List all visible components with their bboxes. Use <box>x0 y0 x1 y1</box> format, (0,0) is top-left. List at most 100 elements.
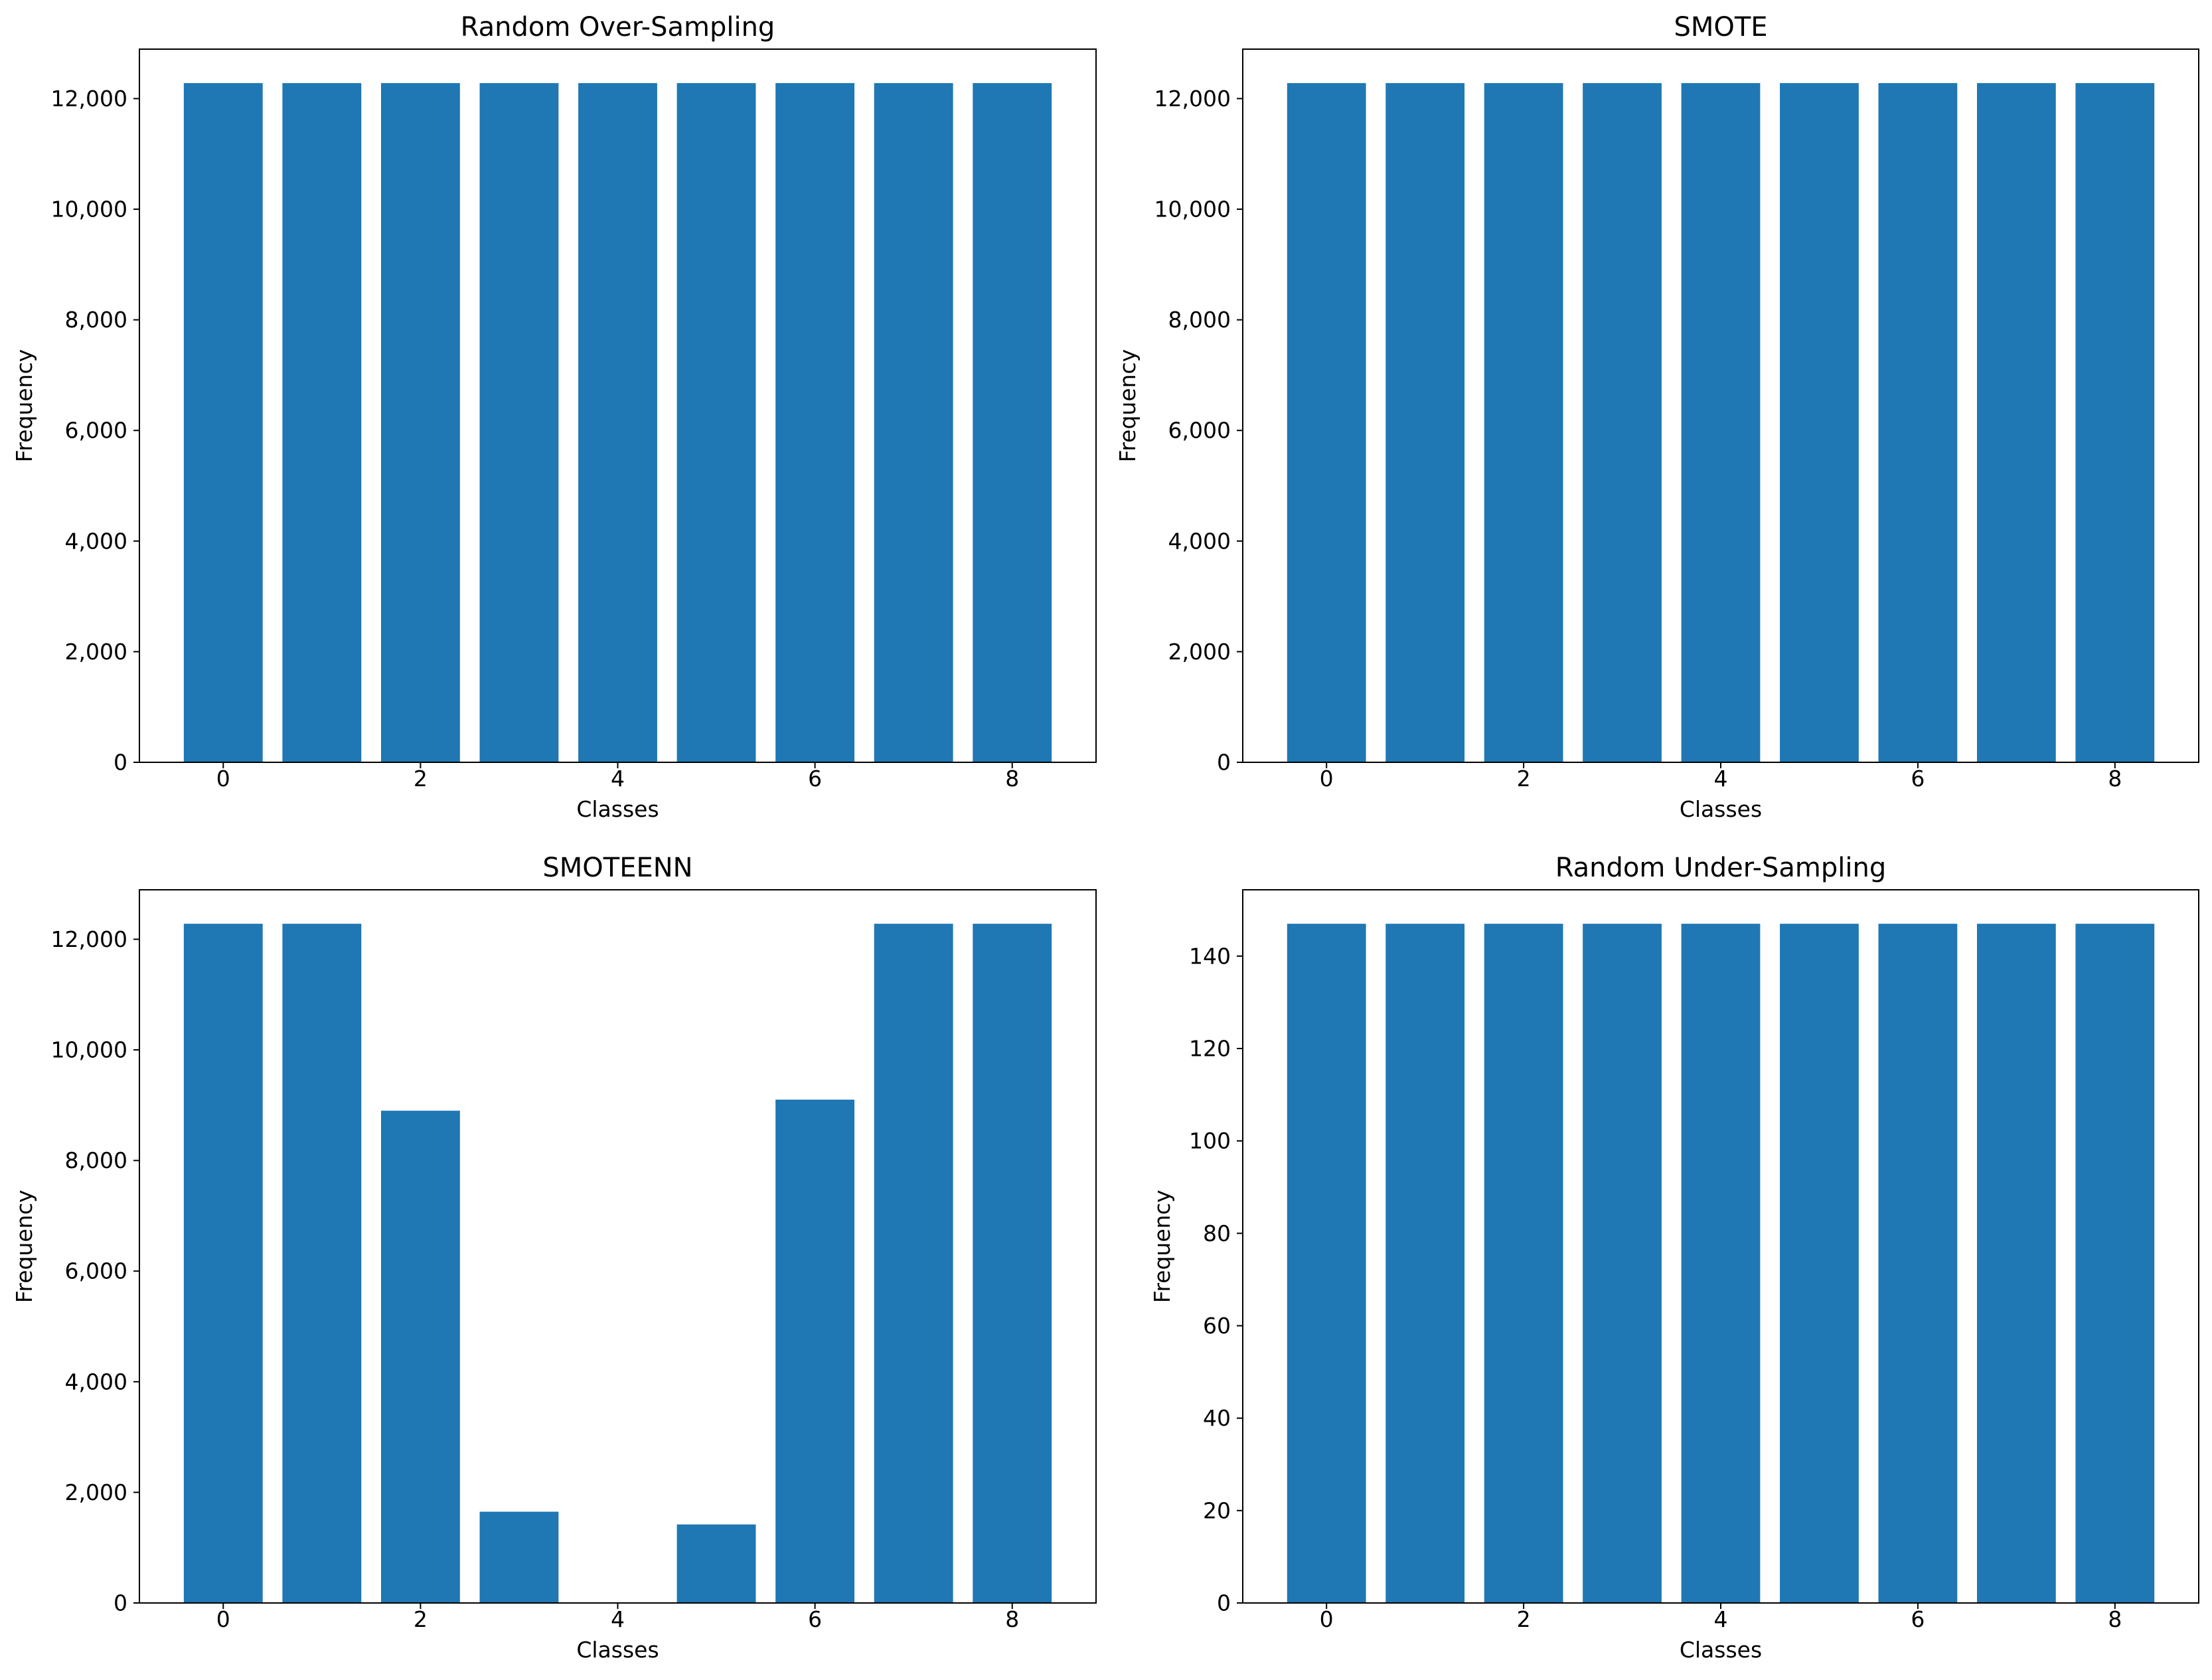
chart-title: SMOTEENN <box>542 853 692 883</box>
y-axis-label: Frequency <box>11 349 37 462</box>
bar-class-1 <box>282 83 362 762</box>
y-tick-label: 140 <box>1189 943 1231 969</box>
x-tick-label: 4 <box>611 1606 625 1632</box>
y-tick-label: 10,000 <box>51 1037 127 1063</box>
y-tick-label: 8,000 <box>65 1147 127 1173</box>
bar-class-6 <box>1878 83 1958 762</box>
chart-title: SMOTE <box>1674 12 1767 42</box>
chart-title: Random Under-Sampling <box>1555 853 1887 883</box>
bar-class-1 <box>1385 83 1465 762</box>
bar-class-3 <box>479 83 559 762</box>
y-tick-label: 2,000 <box>65 639 127 665</box>
y-tick-label: 12,000 <box>51 926 127 952</box>
x-tick-label: 6 <box>1911 1606 1925 1632</box>
bar-class-3 <box>479 1511 559 1603</box>
x-tick-label: 6 <box>808 1606 822 1632</box>
y-tick-label: 6,000 <box>1168 418 1231 444</box>
y-tick-label: 4,000 <box>65 1369 127 1394</box>
x-tick-label: 4 <box>1714 1606 1728 1632</box>
x-axis-label: Classes <box>1680 796 1762 822</box>
y-tick-label: 10,000 <box>1154 197 1231 222</box>
x-tick-label: 2 <box>1517 1606 1531 1632</box>
bar-class-8 <box>973 83 1052 762</box>
bar-class-5 <box>1780 924 1859 1603</box>
y-tick-label: 0 <box>1217 750 1231 776</box>
x-tick-label: 0 <box>216 1606 230 1632</box>
y-tick-label: 8,000 <box>1168 307 1231 333</box>
subplot-1: 0 2,000 4,000 6,000 8,000 10,000 12,000 0 2 4 6 8 Ra… <box>11 12 1097 822</box>
bar-class-1 <box>1385 924 1465 1603</box>
x-tick-label: 2 <box>414 1606 428 1632</box>
y-tick-label: 20 <box>1203 1497 1231 1523</box>
y-tick-label: 10,000 <box>51 197 127 222</box>
x-tick-label: 2 <box>414 766 428 792</box>
bar-class-6 <box>775 1100 855 1603</box>
x-tick-label: 8 <box>1005 1606 1019 1632</box>
y-axis-label: Frequency <box>1115 349 1141 462</box>
y-tick-label: 60 <box>1203 1313 1231 1339</box>
bar-class-6 <box>775 83 855 762</box>
bar-class-2 <box>1484 83 1563 762</box>
x-tick-label: 2 <box>1517 766 1531 792</box>
bar-class-7 <box>1976 83 2056 762</box>
bar-class-2 <box>1484 924 1563 1603</box>
y-tick-label: 0 <box>114 1590 127 1616</box>
bar-class-5 <box>676 83 756 762</box>
x-tick-label: 8 <box>2108 766 2122 792</box>
y-tick-label: 2,000 <box>65 1479 127 1505</box>
bar-class-8 <box>973 924 1052 1603</box>
bar-class-3 <box>1583 924 1662 1603</box>
y-axis-label: Frequency <box>11 1190 37 1303</box>
x-axis-label: Classes <box>1680 1637 1762 1663</box>
x-tick-label: 0 <box>1320 766 1334 792</box>
x-tick-label: 8 <box>2108 1606 2122 1632</box>
bar-class-2 <box>380 1110 460 1603</box>
bar-class-4 <box>1681 924 1761 1603</box>
y-tick-label: 4,000 <box>1168 528 1231 554</box>
bar-class-7 <box>1976 924 2056 1603</box>
bar-class-4 <box>1681 83 1761 762</box>
x-axis-label: Classes <box>576 796 659 822</box>
bar-class-0 <box>1287 83 1366 762</box>
y-tick-label: 12,000 <box>51 86 127 112</box>
bar-class-1 <box>282 924 362 1603</box>
x-tick-label: 4 <box>611 766 625 792</box>
y-tick-label: 8,000 <box>65 307 127 333</box>
subplot-2: 0 2,000 4,000 6,000 8,000 10,000 12,000 0 2 4 6 8 SM… <box>1115 12 2199 822</box>
bar-class-8 <box>2075 83 2155 762</box>
y-tick-label: 40 <box>1203 1405 1231 1431</box>
x-tick-label: 6 <box>808 766 822 792</box>
y-tick-label: 120 <box>1189 1036 1231 1062</box>
bar-class-5 <box>1780 83 1859 762</box>
x-tick-label: 0 <box>1320 1606 1334 1632</box>
y-tick-label: 6,000 <box>65 418 127 444</box>
x-tick-label: 8 <box>1005 766 1019 792</box>
x-axis-label: Classes <box>576 1637 659 1663</box>
x-tick-label: 6 <box>1911 766 1925 792</box>
bar-class-5 <box>676 1524 756 1603</box>
y-tick-label: 12,000 <box>1154 86 1231 112</box>
bar-class-8 <box>2075 924 2155 1603</box>
y-tick-label: 0 <box>1217 1590 1231 1616</box>
y-tick-label: 100 <box>1189 1128 1231 1154</box>
chart-title: Random Over-Sampling <box>461 12 775 42</box>
bar-class-2 <box>380 83 460 762</box>
bar-class-7 <box>874 83 953 762</box>
y-tick-label: 4,000 <box>65 528 127 554</box>
subplot-3: 0 2,000 4,000 6,000 8,000 10,000 12,000 0 2 4 6 8 SM… <box>11 853 1097 1663</box>
bar-class-7 <box>874 924 953 1603</box>
y-tick-label: 6,000 <box>65 1258 127 1284</box>
y-axis-label: Frequency <box>1149 1190 1175 1303</box>
bar-class-6 <box>1878 924 1958 1603</box>
bar-class-4 <box>578 83 657 762</box>
bar-class-0 <box>183 83 263 762</box>
y-tick-label: 80 <box>1203 1220 1231 1246</box>
x-tick-label: 4 <box>1714 766 1728 792</box>
y-tick-label: 0 <box>114 750 127 776</box>
y-tick-label: 2,000 <box>1168 639 1231 665</box>
bar-class-3 <box>1583 83 1662 762</box>
bar-class-0 <box>183 924 263 1603</box>
bar-class-0 <box>1287 924 1366 1603</box>
subplot-4: 0 20 40 60 80 100 120 140 0 2 4 6 8 Random Under-Samp… <box>1149 853 2199 1663</box>
